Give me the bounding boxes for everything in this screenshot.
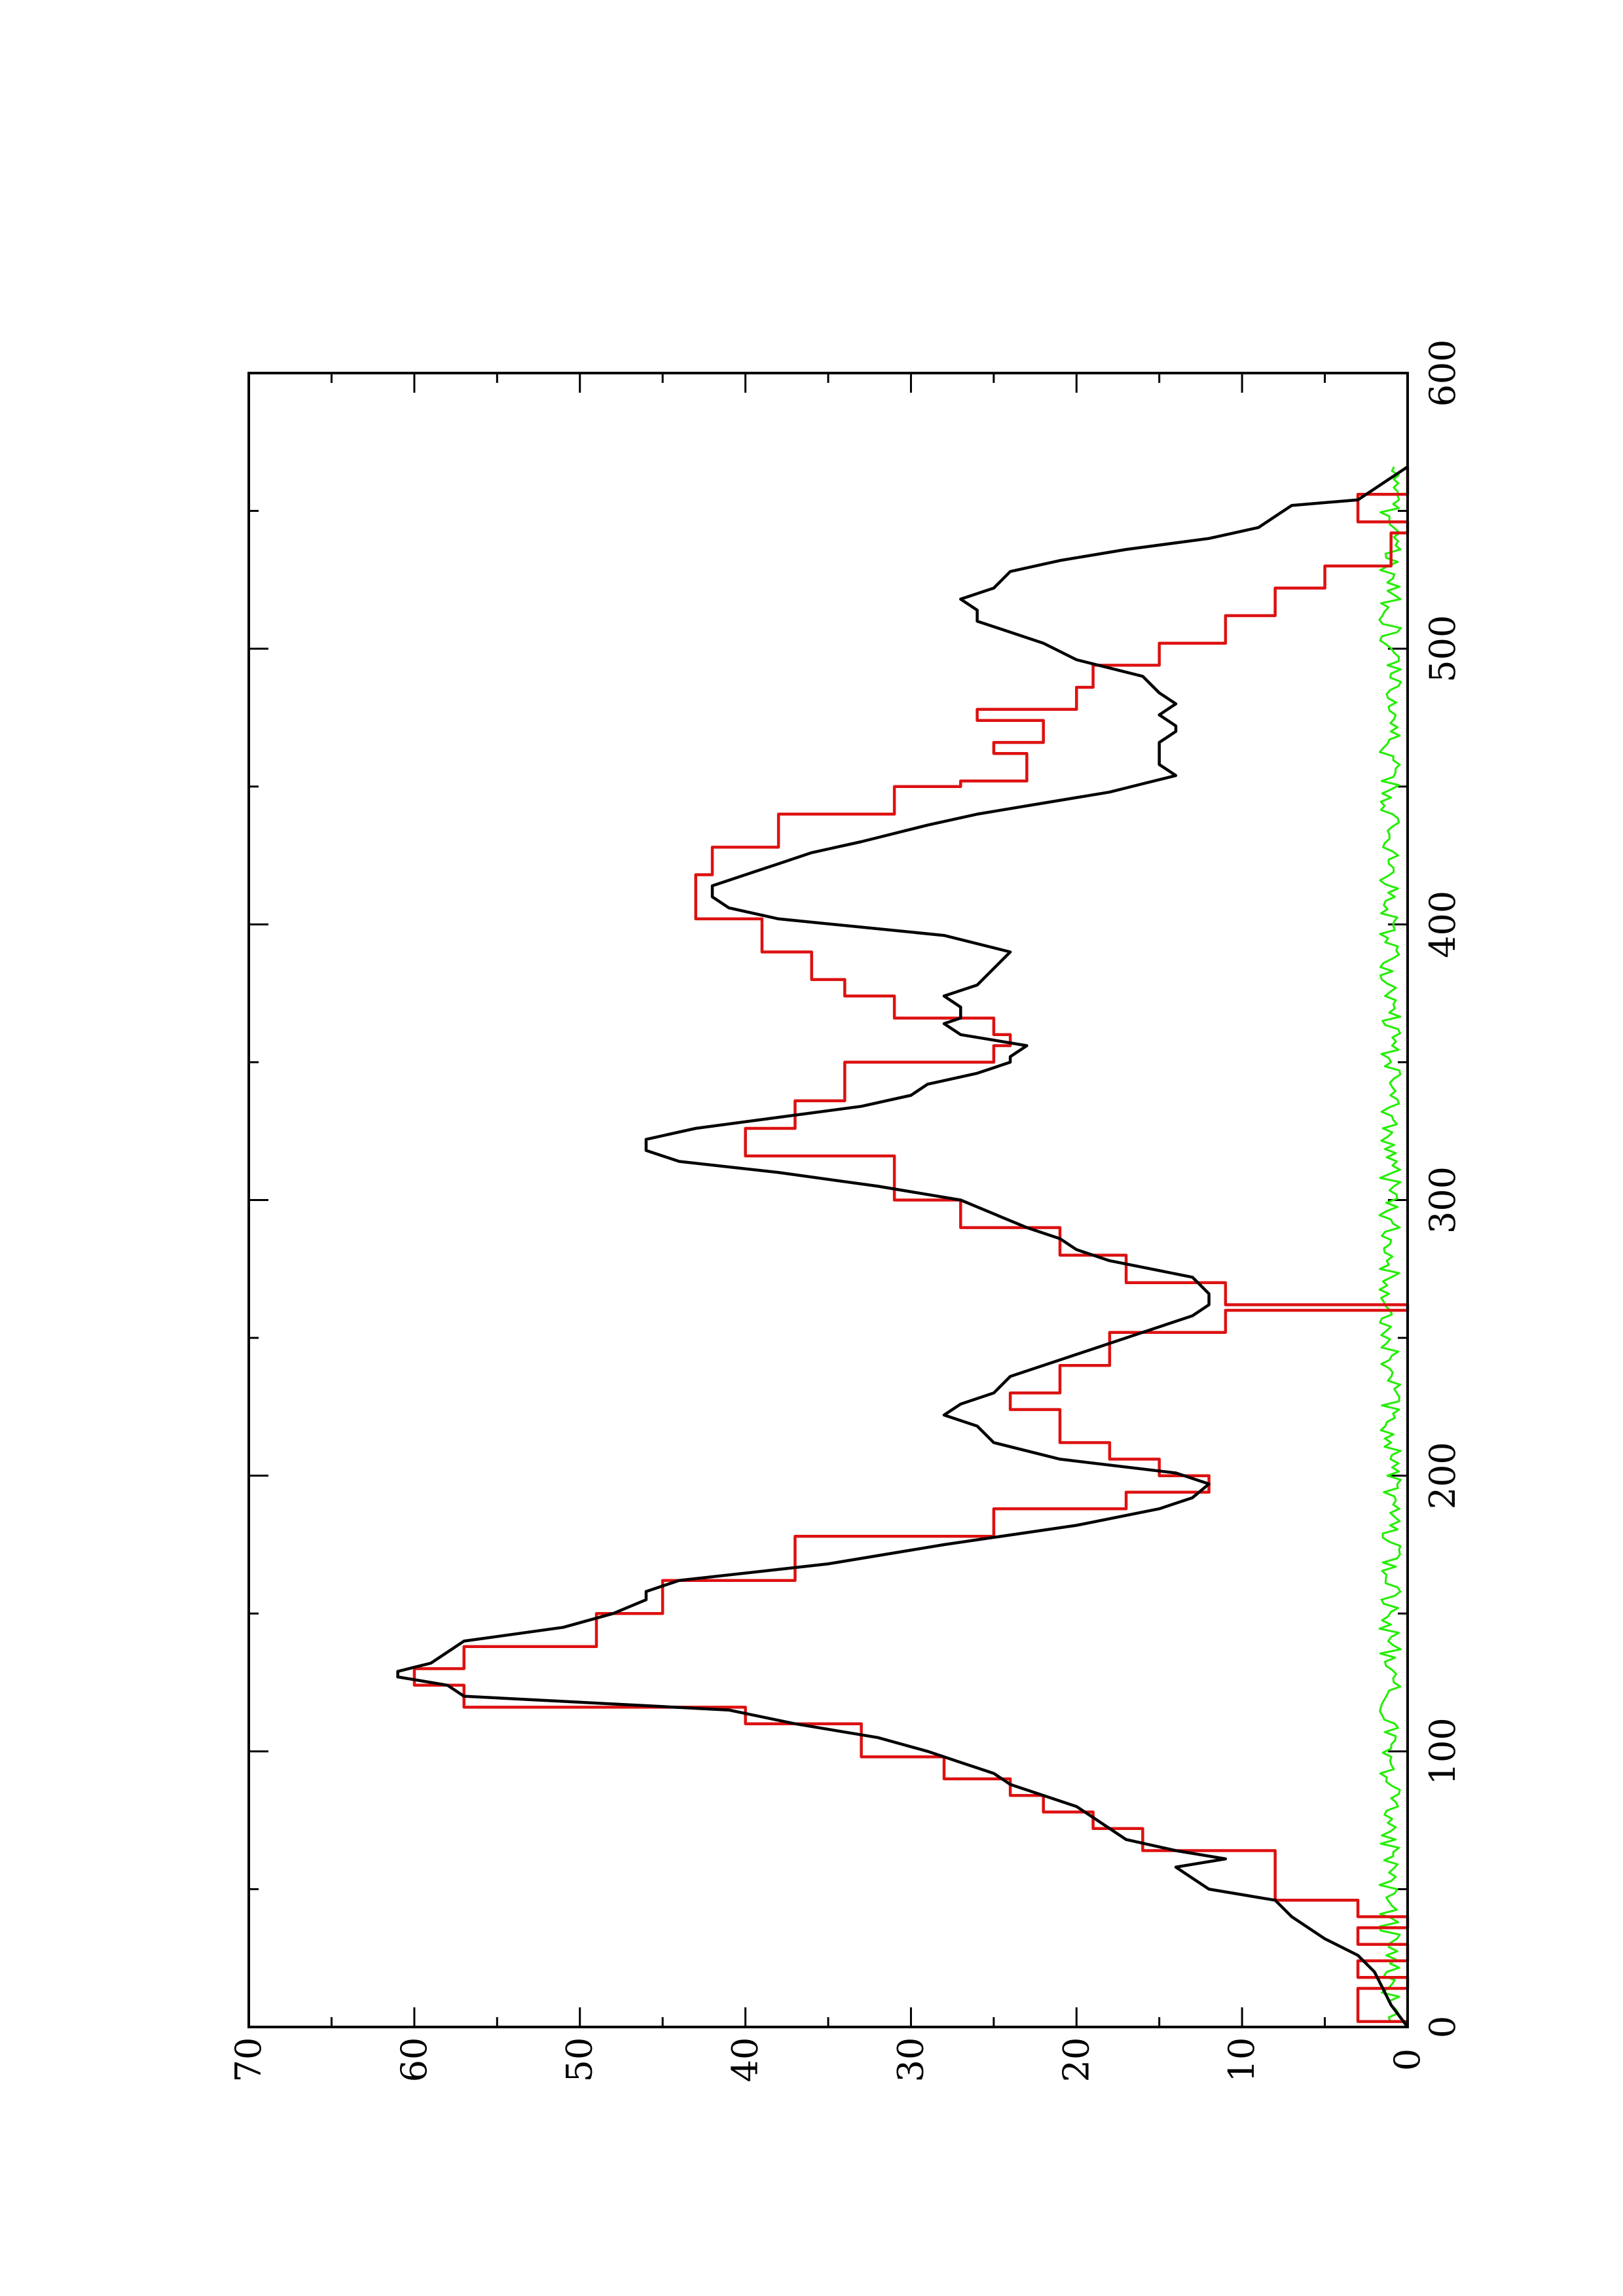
plot-frame bbox=[247, 372, 1409, 2028]
x-tick-label: 200 bbox=[1422, 1442, 1463, 1509]
y-tick-label: 60 bbox=[393, 2037, 435, 2083]
y-tick-label: 30 bbox=[890, 2037, 931, 2083]
series-line-0 bbox=[396, 465, 1409, 2028]
x-tick-label: 0 bbox=[1422, 2016, 1463, 2038]
x-tick-label: 100 bbox=[1422, 1717, 1463, 1785]
x-tick-label: 400 bbox=[1422, 891, 1463, 958]
y-tick-label: 20 bbox=[1055, 2037, 1097, 2083]
series-line-1 bbox=[412, 467, 1410, 2023]
x-tick-label: 300 bbox=[1422, 1166, 1463, 1234]
series-line-2 bbox=[1378, 466, 1402, 2022]
x-tick-label: 600 bbox=[1422, 339, 1463, 406]
y-tick-label: 0 bbox=[1387, 2049, 1428, 2071]
y-tick-label: 10 bbox=[1221, 2037, 1262, 2083]
y-tick-label: 70 bbox=[228, 2037, 269, 2083]
x-tick-label: 500 bbox=[1422, 615, 1463, 683]
y-tick-label: 40 bbox=[725, 2037, 766, 2083]
y-tick-label: 50 bbox=[559, 2037, 600, 2083]
tick-labels: 0 100 200 300 400 500 600 0 10 20 30 40 50 60 70 bbox=[228, 339, 1463, 2082]
series-lines bbox=[396, 465, 1410, 2028]
tick-marks bbox=[247, 372, 1409, 2028]
